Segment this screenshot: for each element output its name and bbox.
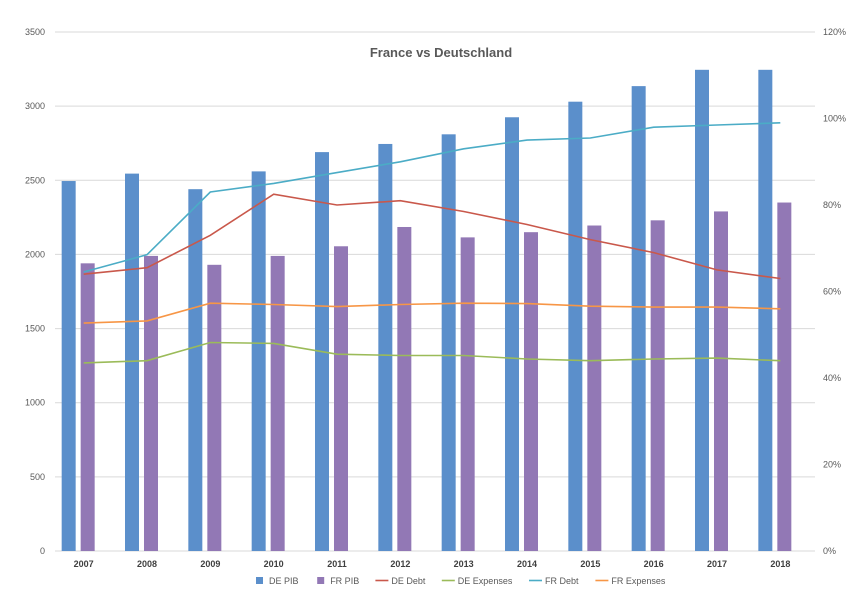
legend-label-fr-expenses: FR Expenses — [611, 576, 666, 586]
bar-de-pib — [631, 86, 646, 552]
bar-fr-pib — [80, 263, 95, 551]
right-axis-tick-label: 0% — [823, 546, 836, 556]
chart-title: France vs Deutschland — [370, 45, 512, 60]
right-axis-tick-label: 40% — [823, 373, 841, 383]
line-de-expenses — [83, 341, 781, 364]
line-series — [83, 122, 781, 364]
bar-de-pib — [505, 117, 519, 551]
left-axis-tick-label: 500 — [30, 472, 45, 482]
bar-fr-pib — [714, 211, 728, 551]
left-axis-tick-label: 3000 — [25, 101, 45, 111]
bar-fr-pib — [460, 237, 475, 551]
category-label: 2016 — [644, 559, 664, 569]
bar-fr-pib — [144, 255, 158, 551]
left-axis-tick-label: 1000 — [25, 398, 45, 408]
category-label: 2014 — [517, 559, 537, 569]
category-label: 2010 — [264, 559, 284, 569]
bar-series — [61, 69, 792, 552]
category-label: 2013 — [454, 559, 474, 569]
bar-de-pib — [441, 134, 456, 551]
bar-fr-pib — [524, 232, 538, 551]
bar-de-pib — [61, 181, 76, 551]
line-fr-debt — [83, 122, 781, 273]
legend-label-de-debt: DE Debt — [391, 576, 426, 586]
bar-de-pib — [758, 69, 773, 551]
category-label: 2018 — [770, 559, 790, 569]
right-axis-tick-label: 120% — [823, 27, 846, 37]
legend-swatch-fr-pib — [317, 577, 325, 584]
legend-swatch-de-pib — [256, 577, 263, 584]
left-axis-tick-label: 1500 — [25, 324, 45, 334]
bar-de-pib — [695, 69, 709, 551]
left-axis-tick-label: 2500 — [25, 175, 45, 185]
bar-de-pib — [188, 189, 203, 551]
left-axis-tick-label: 2000 — [25, 249, 45, 259]
category-label: 2008 — [137, 559, 157, 569]
bar-fr-pib — [777, 202, 792, 551]
bar-fr-pib — [270, 255, 285, 551]
category-label: 2011 — [327, 559, 347, 569]
right-axis-tick-label: 100% — [823, 114, 846, 124]
category-axis-labels: 2007 2008 2009 2010 2011 2012 2013 2014 2015 2016… — [74, 559, 791, 569]
category-label: 2009 — [200, 559, 220, 569]
category-label: 2015 — [580, 559, 600, 569]
line-fr-expenses — [83, 302, 781, 324]
left-axis-tick-label: 3500 — [25, 27, 45, 37]
bar-de-pib — [568, 101, 583, 552]
bar-fr-pib — [397, 226, 412, 551]
bar-de-pib — [378, 143, 393, 551]
gridlines — [55, 31, 815, 552]
legend-label-fr-debt: FR Debt — [545, 576, 579, 586]
left-axis-tick-label: 0 — [40, 546, 45, 556]
category-label: 2007 — [74, 559, 94, 569]
legend: DE PIB FR PIB DE Debt DE Expenses FR Debt FR … — [256, 576, 666, 586]
bar-de-pib — [251, 171, 266, 552]
right-axis-tick-label: 80% — [823, 200, 841, 210]
category-label: 2012 — [390, 559, 410, 569]
bar-fr-pib — [207, 264, 222, 551]
legend-label-de-expenses: DE Expenses — [458, 576, 513, 586]
right-axis-tick-label: 20% — [823, 460, 841, 470]
bar-de-pib — [125, 173, 139, 551]
bar-fr-pib — [334, 246, 348, 551]
category-label: 2017 — [707, 559, 727, 569]
legend-label-de-pib: DE PIB — [269, 576, 299, 586]
bar-fr-pib — [650, 220, 665, 551]
right-axis-tick-label: 60% — [823, 287, 841, 297]
left-axis-ticks: 0 500 1000 1500 2000 2500 3000 3500 — [25, 27, 45, 556]
right-axis-ticks: 0% 20% 40% 60% 80% 100% 120% — [823, 27, 846, 556]
bar-fr-pib — [587, 225, 602, 551]
legend-label-fr-pib: FR PIB — [330, 576, 359, 586]
line-de-debt — [83, 193, 781, 280]
